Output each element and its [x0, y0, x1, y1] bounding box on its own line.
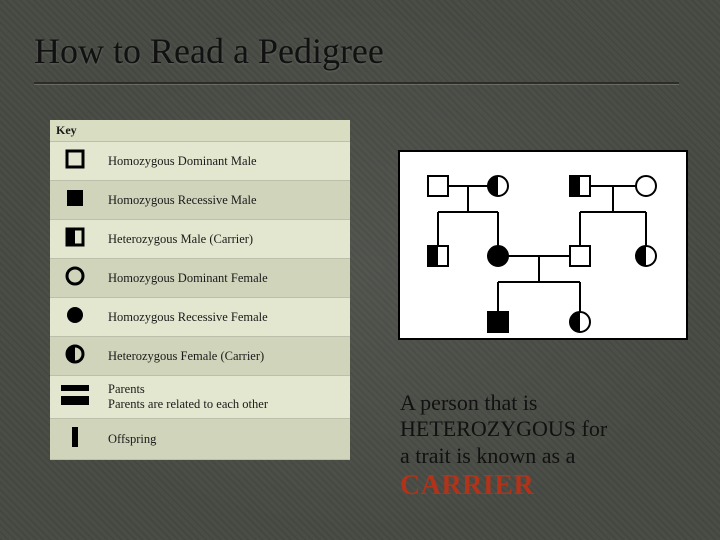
- pedigree-diagram: [398, 150, 688, 340]
- page-title: How to Read a Pedigree: [34, 30, 384, 72]
- key-header: Key: [50, 120, 350, 142]
- title-underline: [34, 82, 679, 84]
- circle-open-icon: [50, 259, 100, 298]
- key-row: Homozygous Dominant Male: [50, 142, 350, 181]
- key-table: Key Homozygous Dominant MaleHomozygous R…: [50, 120, 350, 460]
- caption-line1: A person that is: [400, 390, 538, 415]
- key-row: Homozygous Dominant Female: [50, 259, 350, 298]
- square-filled-icon: [50, 181, 100, 220]
- circle-filled-icon: [50, 298, 100, 337]
- key-row: Homozygous Recessive Female: [50, 298, 350, 337]
- square-open-icon: [50, 142, 100, 181]
- carrier-word: CARRIER: [400, 470, 534, 501]
- key-row: Heterozygous Female (Carrier): [50, 337, 350, 376]
- caption-line3: a trait is known as a: [400, 443, 575, 468]
- vertical-icon: [50, 419, 100, 460]
- caption-line2: HETEROZYGOUS for: [400, 416, 607, 441]
- square-half-icon: [50, 220, 100, 259]
- key-label: Heterozygous Male (Carrier): [100, 220, 350, 259]
- circle-half-icon: [50, 337, 100, 376]
- key-label: Homozygous Recessive Female: [100, 298, 350, 337]
- caption: A person that is HETEROZYGOUS for a trai…: [400, 390, 695, 503]
- key-row: Homozygous Recessive Male: [50, 181, 350, 220]
- lines-icon: [50, 376, 100, 419]
- key-label: Homozygous Recessive Male: [100, 181, 350, 220]
- key-row: Offspring: [50, 419, 350, 460]
- key-label: Heterozygous Female (Carrier): [100, 337, 350, 376]
- key-row: ParentsParents are related to each other: [50, 376, 350, 419]
- key-label: Homozygous Dominant Female: [100, 259, 350, 298]
- key-row: Heterozygous Male (Carrier): [50, 220, 350, 259]
- key-label: ParentsParents are related to each other: [100, 376, 350, 419]
- key-label: Offspring: [100, 419, 350, 460]
- key-label: Homozygous Dominant Male: [100, 142, 350, 181]
